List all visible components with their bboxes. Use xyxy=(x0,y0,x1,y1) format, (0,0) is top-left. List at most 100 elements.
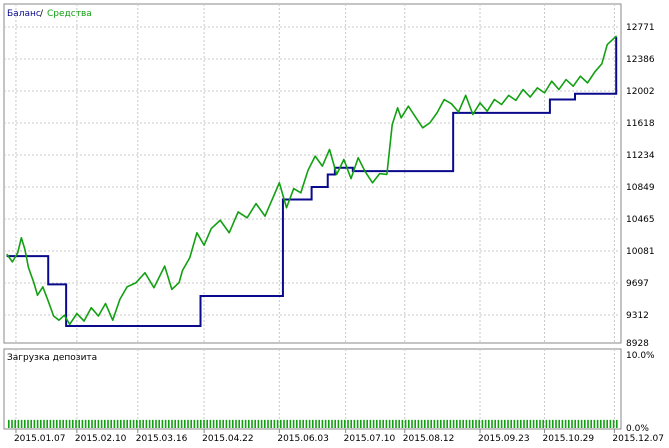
equity-point xyxy=(97,315,99,317)
deposit-load-bar xyxy=(344,419,346,428)
deposit-load-bar xyxy=(507,419,509,428)
deposit-load-bar xyxy=(443,419,445,428)
deposit-load-bar xyxy=(350,419,352,428)
deposit-load-bar xyxy=(168,419,170,428)
deposit-load-bar xyxy=(379,419,381,428)
x-tick-labels: 2015.01.07 2015.02.10 2015.03.16 2015.04.22… xyxy=(14,429,664,444)
deposit-load-bar xyxy=(139,419,141,428)
deposit-load-bar xyxy=(100,419,103,428)
deposit-plot-frame xyxy=(3,348,622,430)
equity-point xyxy=(104,302,107,305)
deposit-load-bar xyxy=(43,419,45,428)
deposit-load-bar xyxy=(206,419,208,428)
equity-point xyxy=(255,203,257,205)
deposit-load-bar xyxy=(318,419,320,428)
equity-point xyxy=(219,219,221,221)
y-tick-label: 12386 xyxy=(626,55,655,65)
equity-point xyxy=(285,207,288,209)
equity-point xyxy=(307,169,309,171)
equity-point xyxy=(20,237,22,239)
deposit-load-bar xyxy=(267,419,269,428)
balance-point xyxy=(122,325,125,327)
balance-point xyxy=(610,93,612,95)
deposit-load-bar xyxy=(75,419,77,428)
deposit-load-bar xyxy=(145,419,148,428)
equity-point xyxy=(350,178,352,180)
deposit-load-bar xyxy=(212,419,215,428)
deposit-load-bar xyxy=(254,419,256,428)
equity-point xyxy=(391,123,393,126)
x-tick-label: 2015.10.29 xyxy=(543,434,595,444)
equity-point xyxy=(47,300,49,302)
deposit-load-bar xyxy=(110,419,112,428)
deposit-load-bar xyxy=(315,419,317,428)
deposit-load-bar xyxy=(62,419,64,428)
deposit-load-bar xyxy=(577,419,580,428)
deposit-load-bar xyxy=(232,419,234,428)
x-tick-label: 2015.06.03 xyxy=(277,434,329,444)
deposit-load-bar xyxy=(433,419,436,428)
equity-point xyxy=(36,294,39,296)
deposit-load-bar xyxy=(609,419,612,428)
equity-point xyxy=(343,158,345,161)
equity-point xyxy=(76,312,78,315)
deposit-load-bar xyxy=(88,419,90,428)
deposit-load-bar xyxy=(376,419,378,428)
equity-point xyxy=(11,261,13,263)
equity-point xyxy=(336,173,338,176)
y-tick-labels: 12771 12386 12002 11618 11234 10849 10465 10081… xyxy=(626,23,655,434)
y-tick-label: 10465 xyxy=(626,215,655,225)
equity-point xyxy=(572,85,574,87)
equity-point xyxy=(90,307,92,309)
deposit-load-bar xyxy=(264,419,266,428)
deposit-load-bar xyxy=(465,419,468,428)
equity-point xyxy=(465,94,467,96)
balance-point xyxy=(108,325,110,327)
deposit-load-bar xyxy=(552,419,554,428)
balance-point xyxy=(452,112,454,114)
deposit-load-bar xyxy=(164,419,167,428)
deposit-load-bar xyxy=(270,419,272,428)
balance-point xyxy=(165,325,168,327)
deposit-load-bar xyxy=(97,419,100,428)
deposit-load-bar xyxy=(328,419,330,428)
deposit-load-bar xyxy=(8,419,10,428)
equity-point xyxy=(479,102,481,104)
equity-point xyxy=(153,287,155,289)
y-tick-label: 9312 xyxy=(626,311,649,321)
equity-point xyxy=(500,103,503,106)
deposit-load-bar xyxy=(337,419,340,428)
deposit-load-bar xyxy=(548,419,551,428)
deposit-load-bar xyxy=(408,419,410,428)
deposit-load-bar xyxy=(161,419,164,428)
balance-point xyxy=(325,186,327,188)
equity-point xyxy=(529,96,531,98)
deposit-load-bar xyxy=(478,419,480,428)
equity-point xyxy=(278,182,280,184)
deposit-load-bar xyxy=(107,419,109,428)
equity-point xyxy=(135,282,137,284)
y-tick-label: 11618 xyxy=(626,119,655,129)
deposit-load-bar xyxy=(296,419,298,428)
deposit-load-bar xyxy=(193,419,196,428)
deposit-load-bar xyxy=(203,419,205,428)
deposit-load-bar xyxy=(481,419,484,428)
deposit-y-tick-label: 0.0% xyxy=(626,424,649,434)
equity-point xyxy=(181,269,184,271)
deposit-load-bar xyxy=(113,419,116,428)
deposit-chart-title: Загрузка депозита xyxy=(7,353,97,363)
equity-point xyxy=(42,286,44,288)
deposit-load-bar xyxy=(312,419,314,428)
equity-point xyxy=(450,103,452,105)
equity-point xyxy=(472,113,474,116)
balance-point xyxy=(65,325,67,327)
deposit-load-bar xyxy=(452,419,455,428)
deposit-load-bar xyxy=(430,419,432,428)
y-tick-label: 11234 xyxy=(626,151,655,161)
equity-point xyxy=(429,122,431,124)
equity-point xyxy=(364,171,366,173)
equity-point xyxy=(612,38,614,41)
deposit-load-bar xyxy=(513,419,516,428)
deposit-load-bar xyxy=(40,419,42,428)
deposit-load-bar xyxy=(200,419,202,428)
